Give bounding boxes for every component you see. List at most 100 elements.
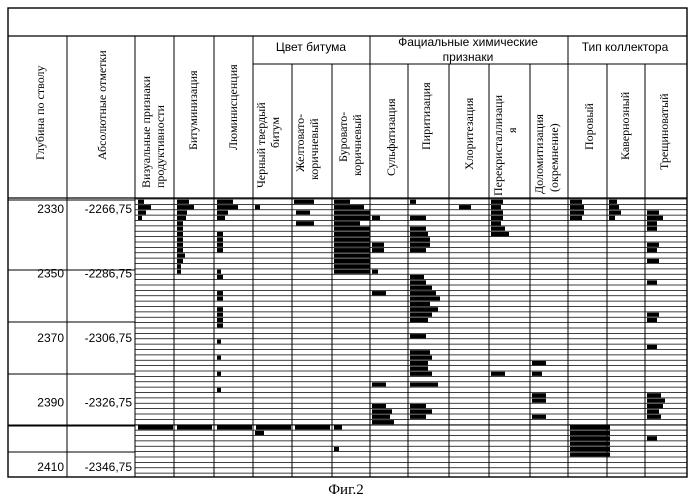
bar-pore	[570, 442, 610, 446]
bar-brown	[334, 200, 350, 204]
bar-visual	[138, 200, 144, 204]
abs-mark-label: -2286,75	[85, 266, 133, 280]
bar-lum	[217, 237, 223, 241]
bar-pore	[570, 452, 610, 456]
bar-lum	[217, 313, 223, 317]
abs-mark-label: -2306,75	[85, 331, 133, 345]
header-bitum: Битуминизация	[186, 70, 200, 150]
bar-lum	[217, 248, 223, 252]
header-recryst-1: Перекристаллизаци	[491, 94, 505, 196]
bar-pyr	[410, 200, 416, 204]
bar-dolom	[532, 415, 546, 419]
bar-sulf	[372, 415, 390, 419]
bar-pyr	[410, 227, 426, 231]
bar-fract	[647, 393, 661, 397]
bar-recryst	[491, 205, 501, 209]
bar-pyr	[410, 409, 432, 413]
bar-pore	[570, 205, 584, 209]
bar-bitum	[177, 227, 183, 231]
bar-bitum	[177, 216, 186, 220]
bar-yellow	[294, 200, 314, 204]
bar-sulf	[372, 382, 386, 386]
bar-fract	[647, 318, 657, 322]
bar-fract	[647, 243, 659, 247]
bar-sulf	[372, 216, 380, 220]
bar-fract	[647, 404, 663, 408]
bar-fract	[647, 221, 657, 225]
bar-bitum	[177, 232, 183, 236]
bar-pyr	[410, 318, 428, 322]
bar-lum	[217, 318, 223, 322]
header-black-2: битум	[268, 117, 282, 148]
header-dolom-1: Доломитизация	[532, 114, 546, 194]
figure-caption: Фиг.2	[328, 482, 364, 498]
header-pyr: Пиритизация	[419, 82, 433, 150]
bar-lum	[217, 307, 223, 311]
bar-bitum	[177, 270, 181, 274]
bar-bitum	[177, 259, 183, 263]
bar-pyr	[410, 313, 432, 317]
header-fract: Трещиноватый	[657, 93, 671, 170]
bar-brown	[334, 270, 370, 274]
bar-lum	[217, 216, 225, 220]
bar-bitum	[177, 221, 183, 225]
header-black-1: Черный твердый	[254, 102, 268, 188]
bar-fract	[647, 280, 657, 284]
bar-pyr	[410, 415, 426, 419]
bar-bitum	[177, 237, 183, 241]
abs-mark-label: -2346,75	[85, 460, 133, 474]
bar-bitum	[177, 205, 194, 209]
bar-brown	[334, 210, 370, 214]
bar-fract	[647, 216, 663, 220]
bar-cavern	[609, 216, 615, 220]
depth-label: 2370	[37, 331, 64, 345]
bar-yellow	[296, 210, 310, 214]
bar-pore	[570, 436, 610, 440]
bar-pyr	[410, 296, 440, 300]
bar-pore	[570, 210, 584, 214]
bar-sulf	[372, 248, 384, 252]
bar-pore	[570, 216, 582, 220]
bar-dolom	[532, 399, 546, 403]
bar-brown	[334, 232, 370, 236]
group-facial-1: Фациальные химические	[398, 35, 538, 49]
bar-brown	[334, 264, 370, 268]
bar-brown	[334, 205, 364, 209]
header-brown-1: Буровато-	[336, 112, 350, 162]
bar-bitum	[177, 264, 181, 268]
bar-dolom	[532, 393, 546, 397]
bar-recryst	[491, 232, 509, 236]
depth-label: 2390	[37, 395, 64, 409]
bar-brown	[334, 253, 370, 257]
bar-brown	[334, 425, 342, 429]
bar-pyr	[410, 286, 432, 290]
bar-brown	[334, 227, 370, 231]
header-visual-1: Визуальные признаки	[139, 75, 153, 188]
header-cavern: Кавернозный	[618, 91, 632, 160]
group-color: Цвет битума	[276, 40, 347, 54]
depth-label: 2350	[37, 266, 64, 280]
bar-cavern	[609, 210, 621, 214]
bar-sulf	[372, 404, 386, 408]
depth-label: 2410	[37, 460, 64, 474]
bar-recryst	[491, 216, 503, 220]
bar-lum	[217, 232, 223, 236]
bar-fract	[647, 409, 659, 413]
bar-lum	[217, 339, 221, 343]
bar-sulf	[372, 420, 394, 424]
bar-brown	[334, 447, 339, 451]
bar-bitum	[177, 253, 185, 257]
bar-fract	[647, 227, 657, 231]
group-facial-2: признаки	[443, 50, 494, 64]
bar-fract	[647, 248, 657, 252]
header-depth: Глубина по стволу	[33, 65, 47, 160]
header-visual-2: продуктивности	[153, 105, 167, 188]
bar-bitum	[177, 210, 187, 214]
depth-label: 2330	[37, 202, 64, 216]
bar-pyr	[410, 302, 430, 306]
header-lum: Люминисценция	[226, 64, 240, 150]
bar-fract	[647, 210, 659, 214]
bar-lum	[217, 372, 221, 376]
bar-pyr	[410, 216, 426, 220]
